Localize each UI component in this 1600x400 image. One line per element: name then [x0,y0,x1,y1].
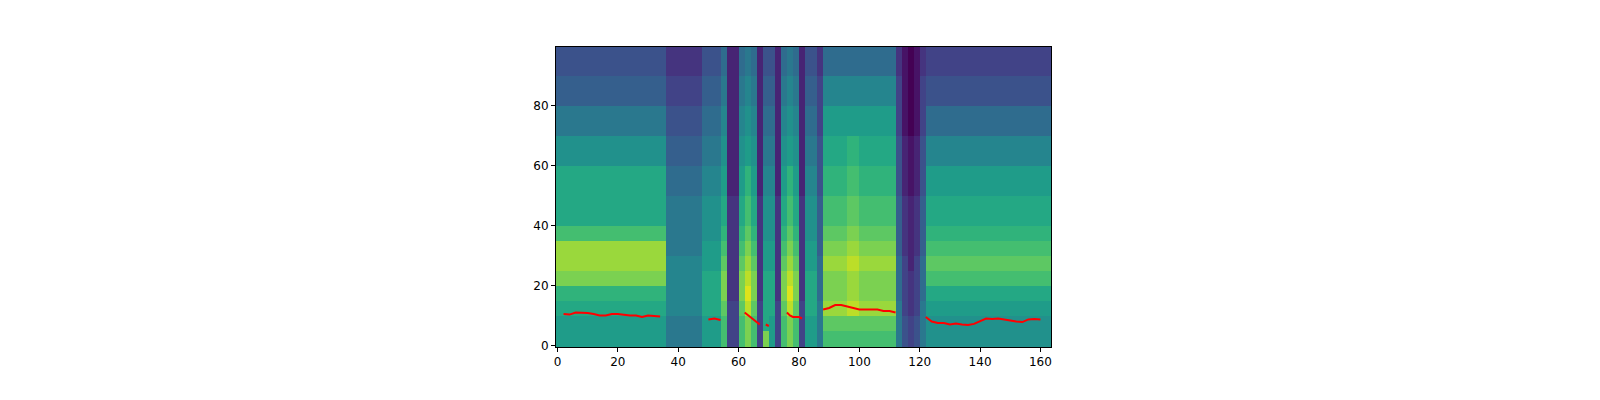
svg-text:40: 40 [533,219,548,233]
svg-text:100: 100 [848,355,871,369]
svg-text:0: 0 [554,355,562,369]
svg-text:0: 0 [541,339,549,353]
svg-text:120: 120 [908,355,931,369]
svg-text:20: 20 [610,355,625,369]
svg-text:20: 20 [533,279,548,293]
svg-text:160: 160 [1029,355,1052,369]
svg-text:60: 60 [533,159,548,173]
svg-text:40: 40 [671,355,686,369]
svg-text:140: 140 [969,355,992,369]
svg-text:80: 80 [791,355,806,369]
svg-text:60: 60 [731,355,746,369]
svg-text:80: 80 [533,99,548,113]
